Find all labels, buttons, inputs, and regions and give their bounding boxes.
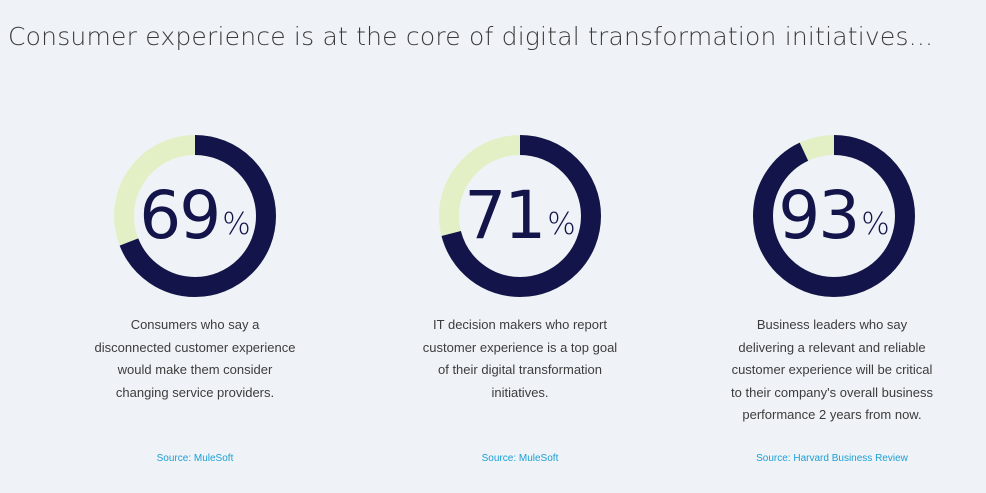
source-label: Source: MuleSoft: [481, 453, 559, 464]
percent-value: 93: [778, 177, 860, 254]
stat-description: IT decision makers who report customer e…: [400, 314, 640, 404]
percent-sign: %: [222, 207, 251, 242]
donut-value-arc: [114, 135, 276, 297]
description-line: initiatives.: [491, 384, 549, 400]
description-line: to their company's overall business: [731, 384, 933, 400]
stat-card-2: 71 % IT decision makers who report custo…: [370, 0, 670, 493]
donut-value-arc: [439, 135, 601, 297]
donut-chart: 69 %: [113, 134, 277, 298]
source-label: Source: Harvard Business Review: [756, 453, 908, 464]
donut-svg: [753, 135, 915, 297]
description-line: delivering a relevant and reliable: [738, 339, 926, 355]
donut-chart: 71 %: [438, 134, 602, 298]
description-line: Business leaders who say: [756, 317, 908, 332]
donut-chart: 93 %: [752, 134, 916, 298]
description-line: Consumers who say a: [130, 317, 260, 332]
percent-label: 69 %: [113, 134, 277, 298]
page-title: Consumer experience is at the core of di…: [8, 22, 934, 51]
percent-label: 71 %: [438, 134, 602, 298]
percent-label: 93 %: [752, 134, 916, 298]
description-line: would make them consider: [117, 362, 273, 377]
donut-value-arc: [753, 135, 915, 297]
stat-description: Consumers who say a disconnected custome…: [75, 314, 315, 404]
donut-svg: [439, 135, 601, 297]
source-label: Source: MuleSoft: [156, 453, 234, 464]
percent-value: 69: [139, 177, 221, 254]
description-line: IT decision makers who report: [433, 317, 607, 332]
percent-value: 71: [464, 177, 546, 254]
description-line: of their digital transformation: [437, 362, 603, 377]
stat-description: Business leaders who say delivering a re…: [712, 314, 952, 427]
description-line: customer experience will be critical: [731, 362, 933, 377]
donut-svg: [114, 135, 276, 297]
percent-sign: %: [861, 207, 890, 242]
stat-card-3: 93 % Business leaders who say delivering…: [682, 0, 982, 493]
description-line: customer experience is a top goal: [422, 339, 618, 355]
description-line: disconnected customer experience: [94, 339, 296, 355]
description-line: performance 2 years from now.: [742, 407, 922, 422]
percent-sign: %: [547, 207, 576, 242]
stat-card-1: 69 % Consumers who say a disconnected cu…: [45, 0, 345, 493]
description-line: changing service providers.: [115, 384, 275, 400]
